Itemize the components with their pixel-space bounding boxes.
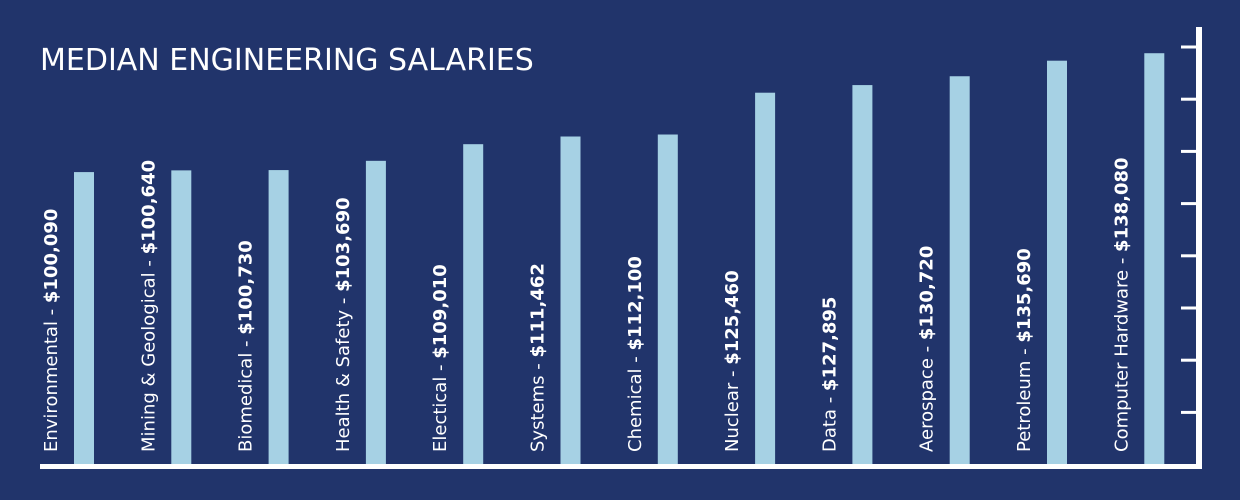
bar-label-6: Chemical - $112,100 [625,256,646,452]
value-label: $127,895 [819,297,840,392]
value-label: $111,462 [528,263,549,358]
category-label: Systems - [528,358,549,452]
category-label: Health & Safety - [333,292,354,452]
y-axis-line [1196,27,1202,469]
value-label: $130,720 [917,246,938,341]
value-label: $100,640 [138,160,159,255]
bar-4 [463,144,484,464]
bar-10 [1047,60,1067,464]
category-label: Nuclear - [722,365,743,452]
y-axis-tick [1181,410,1197,414]
bar-label-11: Computer Hardware - $138,080 [1111,157,1132,452]
chart-title: MEDIAN ENGINEERING SALARIES [40,43,534,78]
category-label: Computer Hardware - [1111,252,1132,452]
bar-11 [1144,53,1165,464]
bar-5 [560,136,581,465]
bar-label-2: Biomedical - $100,730 [236,240,257,452]
y-axis-tick [1181,306,1197,310]
category-label: Data - [819,391,840,452]
value-label: $135,690 [1014,248,1035,343]
y-axis-tick [1181,149,1197,153]
y-axis-tick [1181,358,1197,362]
bar-2 [268,170,289,464]
value-label: $100,090 [41,209,62,304]
bar-3 [365,160,386,464]
bar-label-5: Systems - $111,462 [528,263,549,452]
bar-1 [171,170,192,464]
bar-label-8: Data - $127,895 [819,297,840,452]
y-axis-tick [1181,45,1197,49]
bar-label-10: Petroleum - $135,690 [1014,248,1035,452]
bar-6 [657,134,678,465]
category-label: Electical - [430,359,451,452]
value-label: $112,100 [625,256,646,351]
bar-7 [755,92,776,465]
y-axis-tick [1181,202,1197,206]
category-label: Petroleum - [1014,343,1035,452]
bar-label-4: Electical - $109,010 [430,264,451,452]
category-label: Biomedical - [236,335,257,452]
category-label: Chemical - [625,351,646,452]
bar-label-7: Nuclear - $125,460 [722,270,743,452]
value-label: $103,690 [333,197,354,292]
category-label: Mining & Geological - [138,254,159,452]
x-axis-baseline [40,464,1202,469]
bar-9 [949,76,970,465]
bar-0 [74,172,94,465]
value-label: $138,080 [1111,157,1132,252]
bar-label-9: Aerospace - $130,720 [917,246,938,452]
bar-label-0: Environmental - $100,090 [41,209,62,452]
value-label: $100,730 [236,240,257,335]
value-label: $125,460 [722,270,743,365]
category-label: Aerospace - [917,340,938,452]
y-axis-tick [1181,97,1197,101]
bar-8 [852,85,873,464]
y-axis-tick [1181,254,1197,258]
value-label: $109,010 [430,264,451,359]
bar-label-3: Health & Safety - $103,690 [333,197,354,452]
bar-label-1: Mining & Geological - $100,640 [138,160,159,452]
category-label: Environmental - [41,303,62,452]
